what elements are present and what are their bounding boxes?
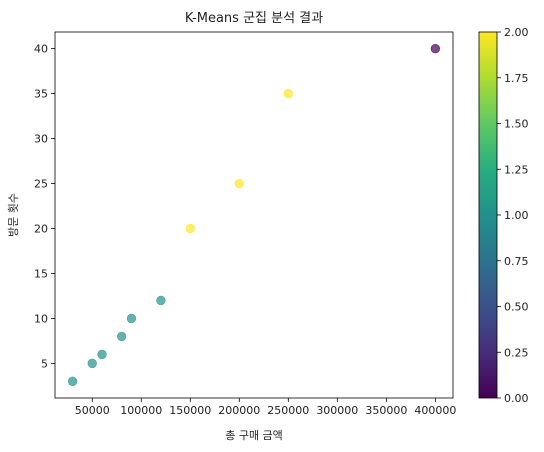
colorbar-tick-label: 0.75 bbox=[504, 255, 529, 268]
colorbar-tick-label: 0.00 bbox=[504, 392, 529, 405]
y-tick-label: 35 bbox=[34, 88, 48, 101]
colorbar: 0.00 0.25 0.50 0.75 1.00 1.25 1.50 1.75 2.00 bbox=[478, 26, 529, 405]
scatter-point bbox=[156, 295, 166, 306]
scatter-point bbox=[126, 313, 137, 324]
x-tick-label: 400000 bbox=[414, 404, 456, 417]
y-tick-label: 25 bbox=[34, 178, 48, 191]
scatter-point bbox=[97, 349, 107, 360]
plot-frame bbox=[54, 31, 454, 399]
colorbar-tick-label: 0.25 bbox=[504, 346, 529, 359]
colorbar-gradient bbox=[478, 31, 498, 399]
colorbar-tick-label: 1.50 bbox=[504, 118, 529, 131]
colorbar-tick-label: 1.75 bbox=[504, 72, 529, 85]
colorbar-tick-label: 2.00 bbox=[504, 26, 529, 39]
chart-title: K-Means 군집 분석 결과 bbox=[185, 11, 323, 26]
scatter-point bbox=[67, 376, 78, 387]
scatter-point bbox=[430, 43, 441, 54]
colorbar-ticks: 0.00 0.25 0.50 0.75 1.00 1.25 1.50 1.75 2.00 bbox=[497, 26, 529, 405]
scatter-point bbox=[116, 331, 127, 342]
scatter-point bbox=[283, 88, 294, 99]
plot-area bbox=[67, 43, 441, 387]
y-axis: 5 10 15 20 25 30 35 40 bbox=[34, 43, 55, 370]
y-tick-label: 5 bbox=[41, 357, 48, 370]
y-tick-label: 30 bbox=[34, 133, 48, 146]
x-tick-label: 50000 bbox=[75, 404, 110, 417]
y-tick-label: 15 bbox=[34, 267, 48, 280]
colorbar-tick-label: 0.50 bbox=[504, 301, 529, 314]
y-axis-title: 방문 횟수 bbox=[7, 193, 20, 237]
y-tick-label: 10 bbox=[34, 312, 48, 325]
y-tick-label: 40 bbox=[34, 43, 48, 56]
x-tick-label: 250000 bbox=[267, 404, 309, 417]
colorbar-tick-label: 1.00 bbox=[504, 209, 529, 222]
x-tick-label: 350000 bbox=[365, 404, 407, 417]
y-tick-label: 20 bbox=[34, 222, 48, 235]
x-tick-label: 300000 bbox=[316, 404, 358, 417]
scatter-point bbox=[87, 358, 97, 369]
x-axis: 50000 100000 150000 200000 250000 300000 35000… bbox=[75, 398, 456, 417]
scatter-point bbox=[185, 223, 195, 234]
scatter-point bbox=[234, 178, 244, 189]
x-tick-label: 200000 bbox=[218, 404, 260, 417]
colorbar-tick-label: 1.25 bbox=[504, 163, 529, 176]
x-tick-label: 150000 bbox=[169, 404, 211, 417]
x-tick-label: 100000 bbox=[120, 404, 162, 417]
x-axis-title: 총 구매 금액 bbox=[225, 429, 283, 442]
